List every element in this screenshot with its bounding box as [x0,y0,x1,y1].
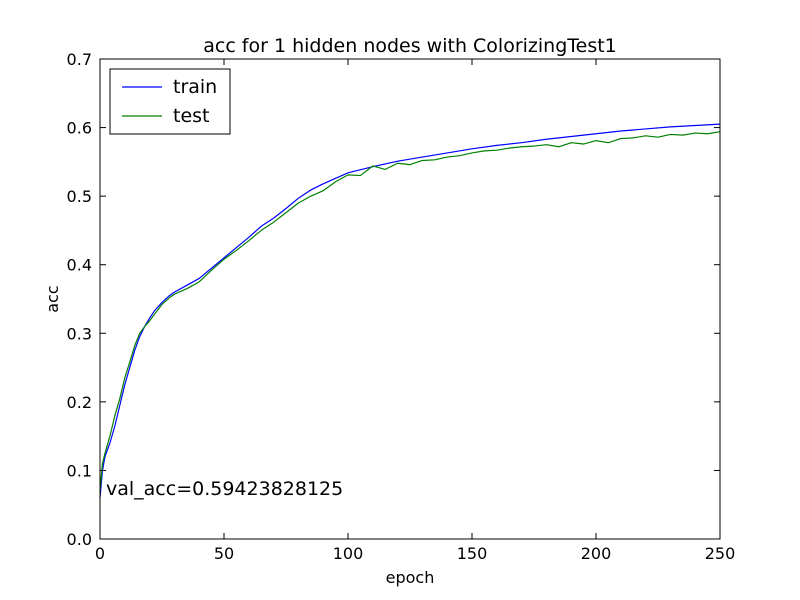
chart-title: acc for 1 hidden nodes with ColorizingTe… [203,35,617,57]
y-axis-label: acc [43,285,62,312]
y-tick-label: 0.2 [67,393,92,412]
y-tick-label: 0.1 [67,461,92,480]
plot-frame [99,58,721,540]
plot-lines [99,123,721,498]
y-tick-label: 0.3 [67,324,92,343]
y-tick-label: 0.5 [67,187,92,206]
axis-ticks: 0 50 100 150 200 250 0.0 0.1 0.2 0.3 0.4 0.5 0.6 0.7 [67,50,736,563]
legend-label-test: test [173,105,210,127]
y-tick-label: 0.6 [67,119,92,138]
x-tick-label: 150 [457,544,488,563]
x-tick-label: 250 [705,544,736,563]
val-acc-annotation: val_acc=0.59423828125 [106,478,343,500]
y-tick-label: 0.7 [67,50,92,69]
x-tick-label: 50 [214,544,234,563]
legend: train test [109,68,231,135]
y-tick-label: 0.4 [67,256,92,275]
x-tick-label: 200 [581,544,612,563]
series-line-train [99,123,721,498]
legend-label-train: train [173,76,217,98]
x-axis-label: epoch [386,568,435,587]
x-tick-label: 100 [333,544,364,563]
x-tick-label: 0 [95,544,105,563]
series-line-test [99,131,721,492]
legend-box [109,68,231,135]
y-tick-label: 0.0 [67,530,92,549]
